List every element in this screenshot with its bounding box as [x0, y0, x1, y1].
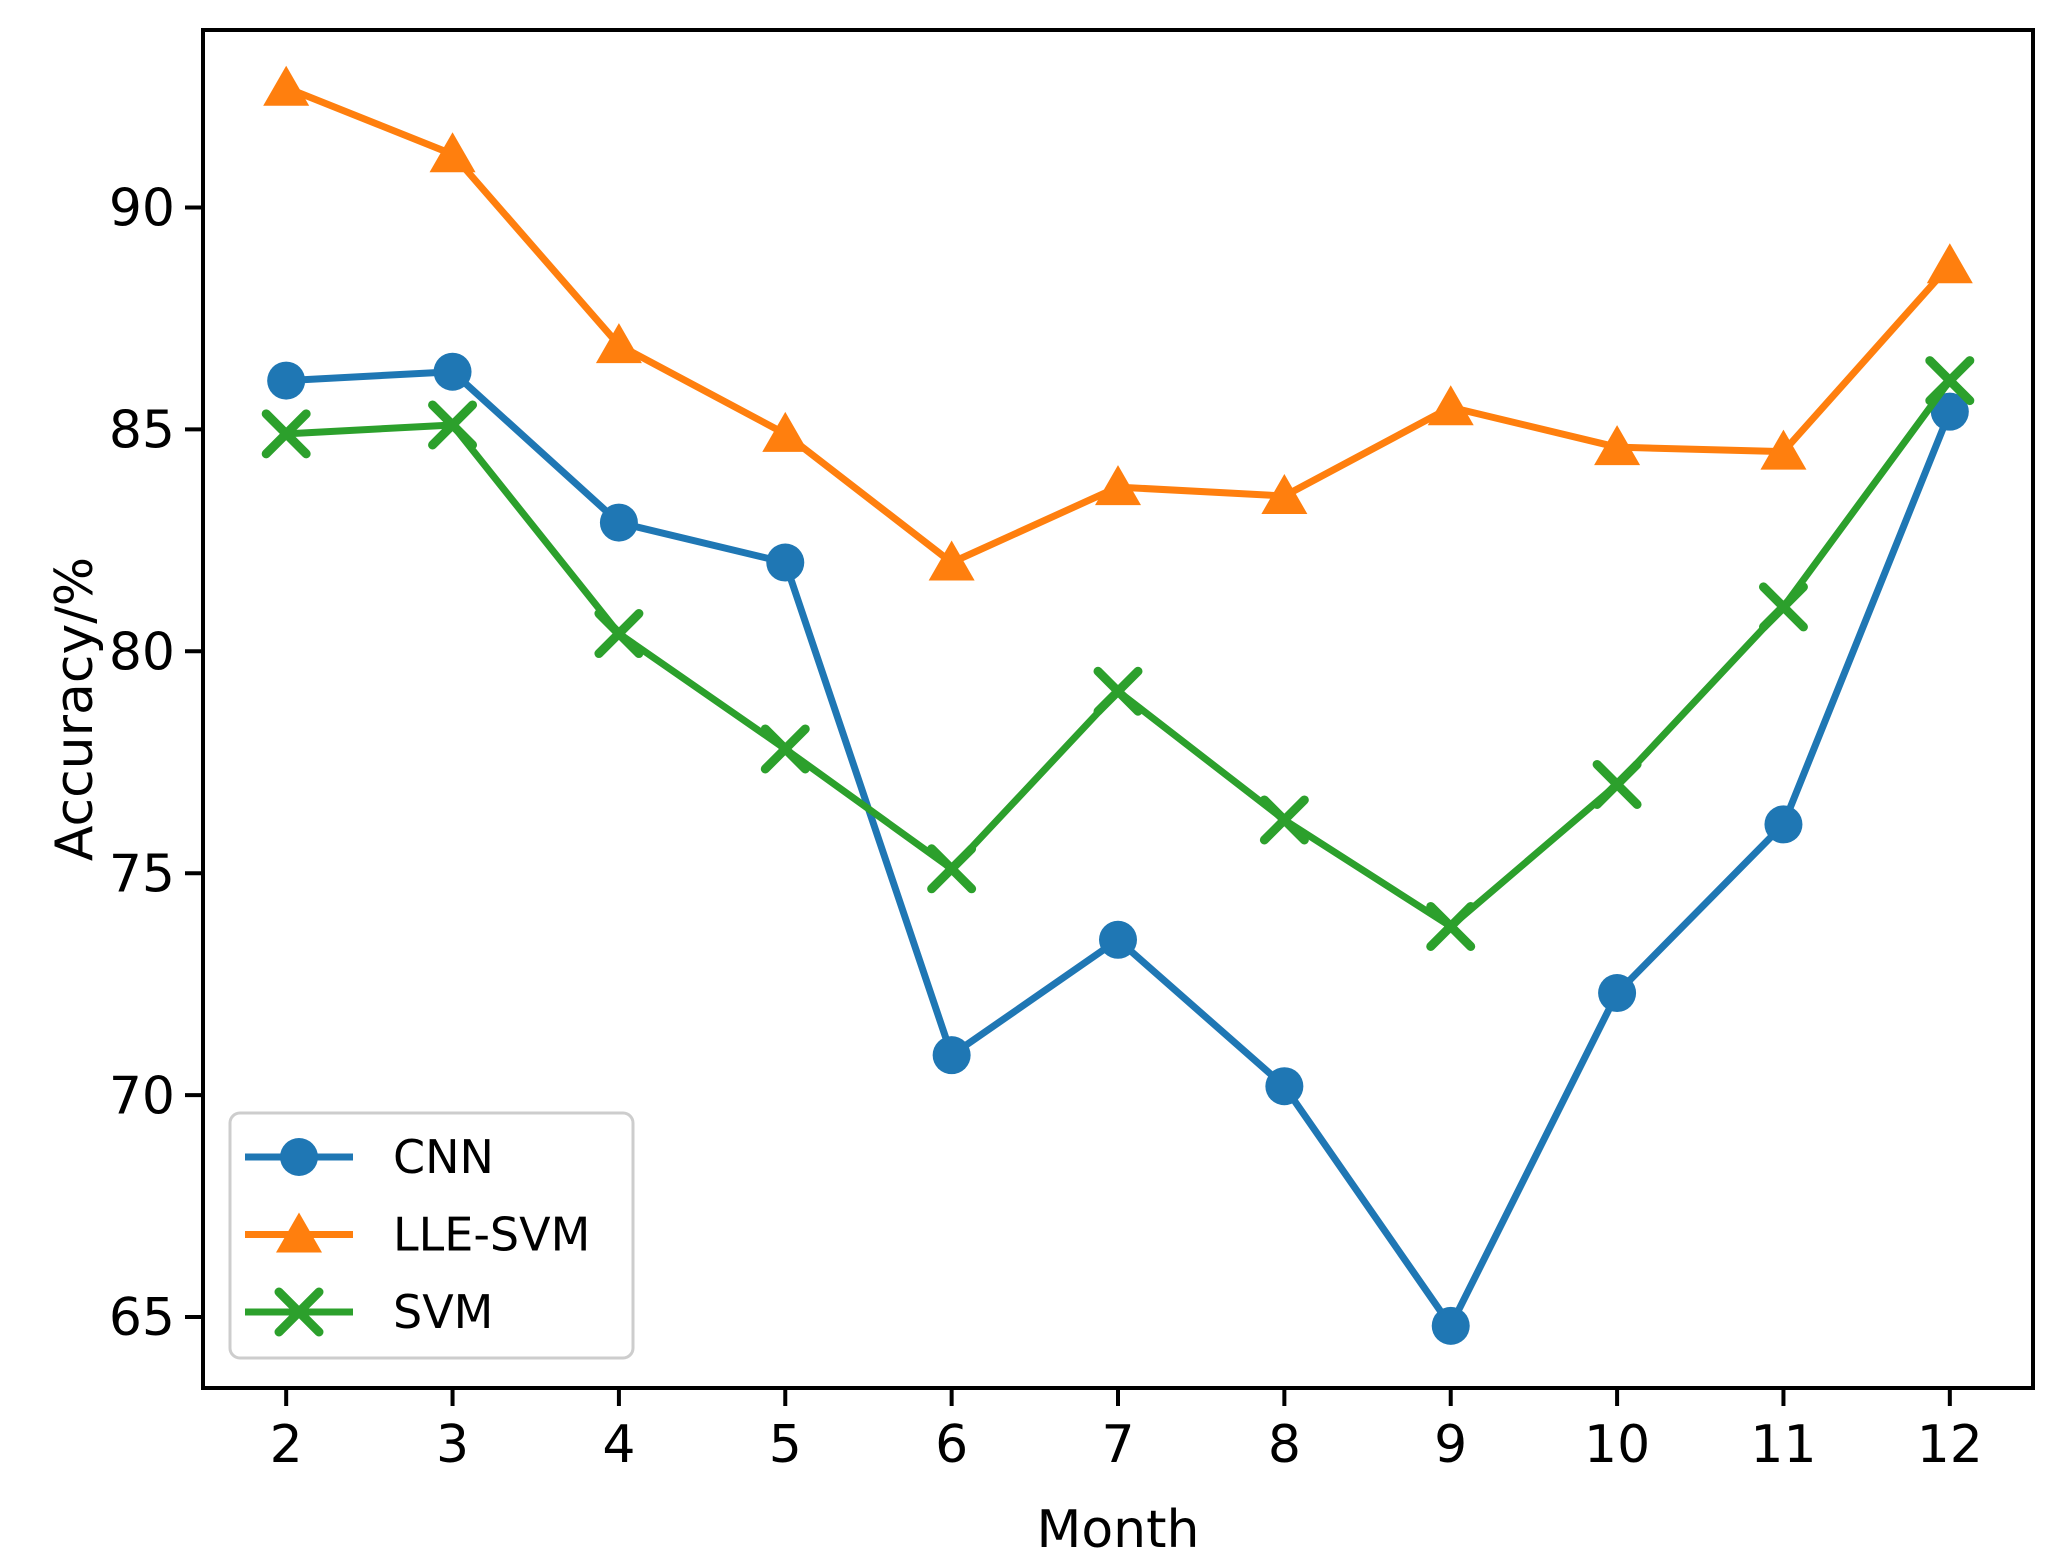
- series-svm: [261, 356, 1975, 951]
- triangle-marker: [1095, 465, 1141, 506]
- legend-box: [228, 1111, 635, 1360]
- circle-marker: [433, 352, 472, 391]
- x-marker: [428, 400, 478, 450]
- triangle-marker: [1926, 243, 1973, 284]
- triangle-marker: [595, 323, 642, 364]
- x-marker: [1093, 666, 1143, 716]
- x-marker: [1426, 901, 1476, 951]
- x-marker: [1925, 356, 1975, 406]
- x-marker: [1592, 759, 1642, 809]
- x-marker: [261, 409, 311, 459]
- triangle-marker: [762, 411, 809, 452]
- legend-label: CNN: [393, 1130, 494, 1184]
- x-tick-label: 7: [1101, 1415, 1134, 1475]
- y-tick-label: 90: [109, 179, 175, 239]
- circle-marker: [1764, 805, 1803, 844]
- circle-marker: [1930, 392, 1969, 431]
- triangle-marker: [1427, 385, 1474, 426]
- series-lle-svm: [263, 65, 1973, 581]
- x-tick-label: 4: [602, 1415, 635, 1475]
- circle-marker: [280, 1138, 318, 1176]
- y-tick-label: 85: [109, 401, 175, 461]
- x-tick-label: 8: [1268, 1415, 1301, 1475]
- circle-marker: [599, 503, 638, 542]
- x-marker: [760, 724, 810, 774]
- triangle-marker: [928, 540, 975, 581]
- triangle-marker: [1594, 425, 1641, 466]
- legend-label: SVM: [393, 1285, 493, 1339]
- x-tick-label: 5: [769, 1415, 802, 1475]
- plot-border-rect: [201, 28, 2035, 1390]
- x-marker: [927, 844, 977, 894]
- triangle-marker: [1261, 473, 1308, 514]
- circle-marker: [1099, 920, 1137, 959]
- x-tick-label: 6: [935, 1415, 968, 1475]
- ticks-layer: 65 70 75 80 85 90 2 3 4 5 6 7 8 9 10 11 12: [109, 179, 1983, 1475]
- circle-marker: [1598, 974, 1637, 1013]
- legend-row-cnn: CNN: [245, 1130, 494, 1184]
- circle-marker: [932, 1036, 971, 1075]
- x-tick-label: 9: [1434, 1415, 1467, 1475]
- legend-label: LLE-SVM: [393, 1208, 590, 1262]
- x-axis-label: Month: [1037, 1500, 1200, 1560]
- series-line: [282, 377, 1954, 930]
- series-cnn: [267, 352, 1969, 1345]
- y-axis-label: Accuracy/%: [45, 557, 105, 861]
- circle-marker: [766, 543, 805, 582]
- x-marker: [274, 1287, 324, 1337]
- triangle-marker: [276, 1212, 322, 1253]
- triangle-marker: [429, 132, 476, 173]
- y-tick-label: 70: [109, 1066, 175, 1126]
- x-marker: [594, 609, 644, 659]
- x-tick-label: 10: [1584, 1415, 1650, 1475]
- legend-row-lle-svm: LLE-SVM: [245, 1208, 590, 1262]
- circle-marker: [1431, 1306, 1470, 1345]
- triangle-marker: [1760, 429, 1807, 470]
- y-tick-label: 65: [109, 1288, 175, 1348]
- legend: CNN LLE-SVM SVM: [228, 1111, 635, 1360]
- x-tick-label: 3: [436, 1415, 469, 1475]
- circle-marker: [1265, 1067, 1304, 1106]
- triangle-marker: [263, 65, 310, 106]
- x-tick-label: 12: [1917, 1415, 1983, 1475]
- x-marker: [1259, 795, 1309, 845]
- series-layer: [261, 65, 1975, 1345]
- y-tick-label: 75: [109, 844, 175, 904]
- plot-border: [201, 28, 2035, 1390]
- legend-row-svm: SVM: [245, 1285, 493, 1339]
- x-tick-label: 11: [1750, 1415, 1816, 1475]
- x-tick-label: 2: [270, 1415, 303, 1475]
- y-tick-label: 80: [109, 623, 175, 683]
- circle-marker: [267, 361, 306, 400]
- x-marker: [1758, 582, 1808, 632]
